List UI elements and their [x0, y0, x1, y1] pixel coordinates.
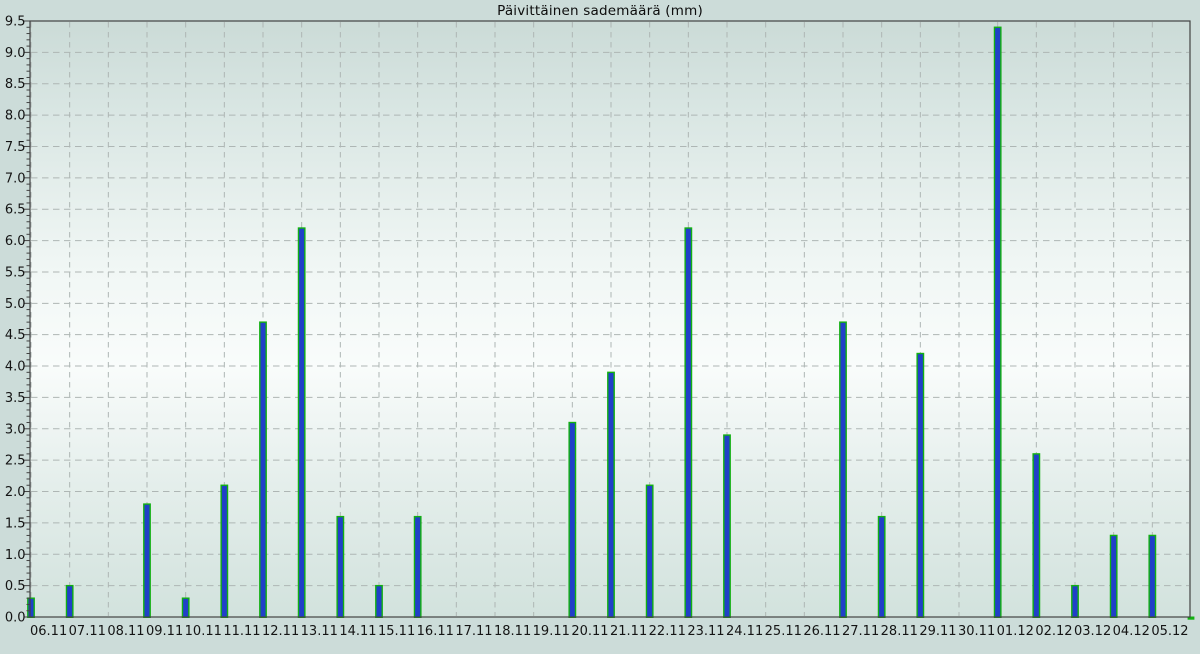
y-tick-label: 8.5 — [5, 77, 26, 92]
bar-27.11 — [839, 321, 847, 618]
plot-border — [29, 20, 1191, 618]
x-tick-label: 26.11 — [803, 624, 840, 639]
bar-06.11 — [27, 597, 35, 619]
x-tick-label: 18.11 — [494, 624, 531, 639]
bar-07.11 — [65, 584, 74, 619]
y-tick-label: 8.0 — [5, 109, 26, 124]
bar-15.11 — [375, 584, 383, 619]
y-tick-label: 7.5 — [5, 140, 26, 155]
x-tick-label: 09.11 — [146, 624, 183, 639]
bar-29.11 — [916, 352, 925, 618]
bar-02.12 — [1032, 453, 1041, 619]
x-tick-label: 28.11 — [881, 624, 918, 639]
x-tick-label: 05.12 — [1151, 624, 1188, 639]
x-tick-label: 04.12 — [1113, 624, 1150, 639]
x-tick-label: 22.11 — [649, 624, 686, 639]
x-tick-label: 16.11 — [417, 624, 454, 639]
y-tick-label: 2.5 — [5, 454, 26, 469]
y-tick-label: 0.5 — [5, 579, 26, 594]
x-tick-label: 15.11 — [378, 624, 415, 639]
x-tick-label: 25.11 — [765, 624, 802, 639]
x-tick-label: 24.11 — [726, 624, 763, 639]
bar-16.11 — [413, 515, 422, 618]
x-tick-label: 10.11 — [185, 624, 222, 639]
bar-13.11 — [297, 227, 306, 619]
x-tick-label: 11.11 — [223, 624, 260, 639]
x-tick-label: 01.12 — [997, 624, 1034, 639]
x-tick-label: 21.11 — [610, 624, 647, 639]
y-tick-label: 4.5 — [5, 328, 26, 343]
bar-03.12 — [1071, 584, 1079, 619]
y-tick-label: 5.5 — [5, 265, 26, 280]
x-tick-label: 08.11 — [107, 624, 144, 639]
x-tick-label: 19.11 — [533, 624, 570, 639]
bar-11.11 — [220, 484, 229, 618]
bar-05.12 — [1148, 534, 1157, 618]
x-tick-label: 06.11 — [30, 624, 67, 639]
clipped-zero-bar — [1187, 616, 1195, 620]
x-tick-label: 27.11 — [842, 624, 879, 639]
y-tick-label: 1.0 — [5, 548, 26, 563]
bar-21.11 — [607, 371, 615, 619]
x-tick-label: 02.12 — [1035, 624, 1072, 639]
bar-24.11 — [723, 434, 731, 619]
y-tick-label: 1.5 — [5, 516, 26, 531]
x-tick-label: 29.11 — [919, 624, 956, 639]
y-tick-label: 3.0 — [5, 422, 26, 437]
bar-20.11 — [568, 421, 577, 618]
x-tick-label: 20.11 — [571, 624, 608, 639]
x-tick-label: 03.12 — [1074, 624, 1111, 639]
y-tick-label: 5.0 — [5, 297, 26, 312]
x-tick-label: 13.11 — [301, 624, 338, 639]
bar-22.11 — [645, 484, 654, 618]
bar-28.11 — [877, 515, 886, 618]
x-tick-label: 12.11 — [262, 624, 299, 639]
y-tick-label: 4.0 — [5, 360, 26, 375]
y-tick-label: 9.0 — [5, 46, 26, 61]
x-tick-label: 30.11 — [958, 624, 995, 639]
bar-10.11 — [181, 597, 190, 619]
bar-12.11 — [259, 321, 267, 618]
x-tick-label: 23.11 — [687, 624, 724, 639]
y-tick-label: 3.5 — [5, 391, 26, 406]
x-tick-label: 17.11 — [455, 624, 492, 639]
y-tick-label: 2.0 — [5, 485, 26, 500]
y-tick-label: 0.0 — [5, 611, 26, 626]
bar-14.11 — [336, 515, 345, 618]
x-tick-label: 07.11 — [69, 624, 106, 639]
x-tick-label: 14.11 — [339, 624, 376, 639]
bar-23.11 — [684, 227, 693, 619]
bar-09.11 — [143, 503, 151, 618]
y-tick-label: 9.5 — [5, 15, 26, 30]
y-tick-label: 6.0 — [5, 234, 26, 249]
y-tick-label: 7.0 — [5, 171, 26, 186]
y-tick-label: 6.5 — [5, 203, 26, 218]
bar-01.12 — [993, 26, 1002, 618]
bar-04.12 — [1109, 534, 1118, 618]
